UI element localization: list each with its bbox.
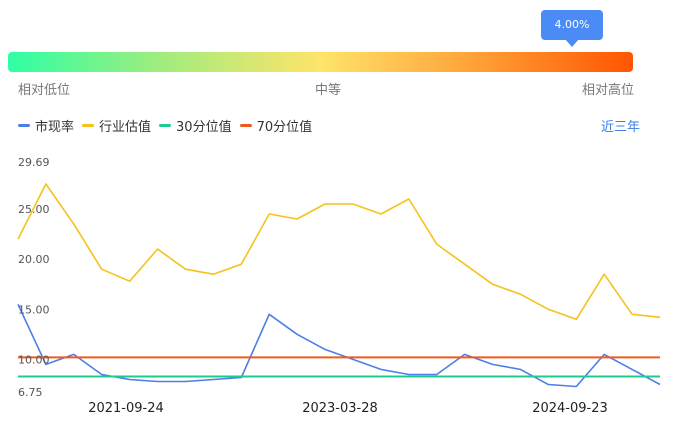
legend-item-p30[interactable]: 30分位值 [159, 116, 232, 135]
legend-item-pcf[interactable]: 市现率 [18, 116, 74, 135]
x-tick-label-2: 2023-03-28 [302, 401, 378, 416]
x-axis-ticks: 2021-09-24 2023-03-28 2024-09-23 [88, 401, 608, 416]
y-axis-ticks: 29.69 25.00 20.00 15.00 10.00 6.75 [18, 156, 50, 399]
gauge-label-high: 相对高位 [582, 83, 635, 98]
legend-swatch-p30 [159, 124, 172, 127]
chart-legend: 市现率 行业估值 30分位值 70分位值 [18, 116, 312, 135]
y-tick-label-3: 20.00 [18, 253, 50, 266]
valuation-gauge-bar [8, 52, 633, 72]
series-line-pcf [17, 303, 661, 388]
legend-label-p70: 70分位值 [256, 120, 313, 135]
legend-item-p70[interactable]: 70分位值 [239, 116, 313, 135]
legend-swatch-pcf [18, 124, 30, 127]
x-tick-label-3: 2024-09-23 [532, 401, 608, 416]
y-tick-label-4: 15.00 [18, 303, 50, 316]
percentile-badge: 4.00% [541, 10, 603, 47]
gauge-label-mid: 中等 [315, 83, 342, 98]
percentile-value: 4.00% [554, 17, 590, 31]
y-tick-label-2: 25.00 [18, 203, 50, 216]
legend-label-p30: 30分位值 [176, 120, 232, 135]
legend-swatch-p70 [239, 124, 252, 127]
legend-item-industry[interactable]: 行业估值 [82, 116, 151, 135]
y-tick-label-1: 29.69 [18, 156, 50, 169]
y-tick-label-5: 10.00 [18, 353, 50, 366]
series-layer [17, 183, 661, 388]
gauge-label-low: 相对低位 [18, 83, 71, 98]
y-tick-label-6: 6.75 [18, 386, 43, 399]
legend-swatch-industry [82, 124, 95, 127]
legend-label-industry: 行业估值 [99, 120, 152, 135]
period-selector-3y[interactable]: 近三年 [600, 120, 640, 135]
legend-label-pcf: 市现率 [35, 120, 75, 135]
series-line-industry [17, 183, 661, 321]
x-tick-label-1: 2021-09-24 [88, 401, 164, 416]
